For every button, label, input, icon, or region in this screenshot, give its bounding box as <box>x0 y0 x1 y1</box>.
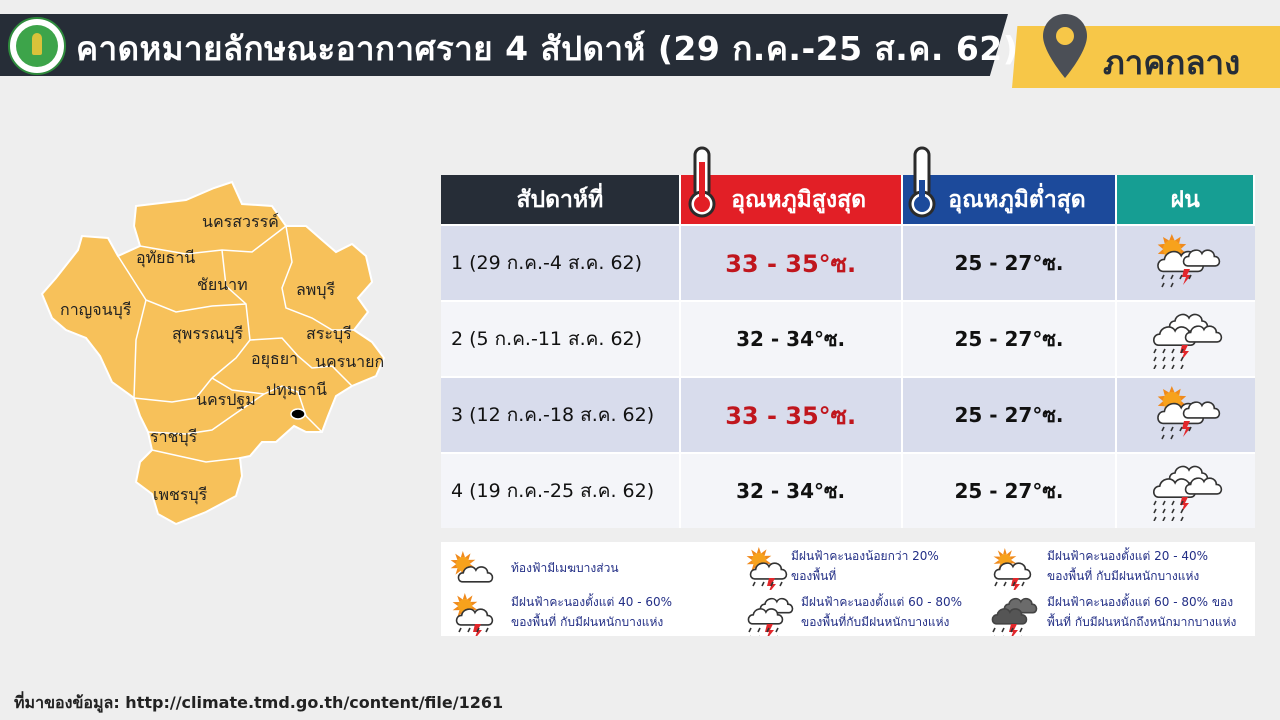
legend-line: มีฝนฟ้าคะนองน้อยกว่า 20% <box>791 549 939 563</box>
thunderstorm-20-40-icon <box>1146 381 1226 450</box>
legend-line: มีฝนฟ้าคะนองตั้งแต่ 20 - 40% <box>1047 549 1209 563</box>
legend-text-2: มีฝนฟ้าคะนองน้อยกว่า 20% ของพื้นที่ <box>791 546 939 586</box>
thunderstorm-40-60-icon <box>451 592 501 640</box>
thunderstorm-60-80-icon <box>1146 305 1226 374</box>
table-row: 2 (5 ก.ค.-11 ส.ค. 62) 32 - 34°ซ. 25 - 27… <box>441 300 1255 376</box>
thunderstorm-60-80-icon <box>745 592 795 641</box>
header-max-temp: อุณหภูมิสูงสุด <box>680 175 903 224</box>
province-chai-nat: ชัยนาท <box>197 275 248 294</box>
forecast-table: สัปดาห์ที่ อุณหภูมิสูงสุด อุณหภูมิต่ำสุด… <box>441 175 1255 528</box>
max-temp-cell: 33 - 35°ซ. <box>680 376 903 452</box>
tmd-logo <box>8 17 66 75</box>
header-bar <box>0 14 1008 76</box>
province-phetchaburi: เพชรบุรี <box>153 485 208 504</box>
min-temp-cell: 25 - 27°ซ. <box>902 452 1118 528</box>
legend-line: พื้นที่ กับมีฝนหนักถึงหนักมากบางแห่ง <box>1047 615 1237 629</box>
legend-line: ของพื้นที่กับมีฝนหนักบางแห่ง <box>801 615 950 629</box>
header-max-temp-label: อุณหภูมิสูงสุด <box>731 186 867 213</box>
thermometer-cold-icon <box>908 146 936 218</box>
legend-line: ของพื้นที่ <box>791 569 837 583</box>
thunderstorm-60-80-heavy-icon <box>989 592 1039 641</box>
week-cell: 2 (5 ก.ค.-11 ส.ค. 62) <box>441 300 681 376</box>
week-cell: 3 (12 ก.ค.-18 ส.ค. 62) <box>441 376 681 452</box>
rain-cell <box>1117 452 1255 528</box>
rain-cell <box>1117 376 1255 452</box>
week-cell: 1 (29 ก.ค.-4 ส.ค. 62) <box>441 224 681 300</box>
legend-text-3: มีฝนฟ้าคะนองตั้งแต่ 20 - 40% ของพื้นที่ ก… <box>1047 546 1208 586</box>
province-ayutthaya: อยุธยา <box>251 349 299 368</box>
province-nakhon-sawan: นครสวรรค์ <box>202 212 279 231</box>
province-nakhon-nayok: นครนายก <box>315 352 385 371</box>
table-row: 4 (19 ก.ค.-25 ส.ค. 62) 32 - 34°ซ. 25 - 2… <box>441 452 1255 528</box>
legend-panel: ท้องฟ้ามีเมฆบางส่วน มีฝนฟ้าคะนองน้อยกว่า… <box>441 542 1255 641</box>
header-week: สัปดาห์ที่ <box>441 175 681 224</box>
legend-line: มีฝนฟ้าคะนองตั้งแต่ 60 - 80% ของ <box>1047 595 1234 609</box>
header-rain: ฝน <box>1117 175 1255 224</box>
max-temp-cell: 32 - 34°ซ. <box>680 452 903 528</box>
province-saraburi: สระบุรี <box>306 324 352 343</box>
min-temp-cell: 25 - 27°ซ. <box>902 224 1118 300</box>
location-pin-icon <box>1043 14 1087 78</box>
partly-cloudy-icon <box>447 548 497 596</box>
legend-line: มีฝนฟ้าคะนองตั้งแต่ 60 - 80% <box>801 595 963 609</box>
province-lopburi: ลพบุรี <box>296 280 336 299</box>
max-temp-cell: 32 - 34°ซ. <box>680 300 903 376</box>
central-region-map <box>40 180 386 526</box>
thermometer-hot-icon <box>688 146 716 218</box>
week-cell: 4 (19 ก.ค.-25 ส.ค. 62) <box>441 452 681 528</box>
legend-line: ท้องฟ้ามีเมฆบางส่วน <box>511 561 619 575</box>
table-row: 1 (29 ก.ค.-4 ส.ค. 62) 33 - 35°ซ. 25 - 27… <box>441 224 1255 300</box>
region-label: ภาคกลาง <box>1103 43 1241 82</box>
header-min-temp-label: อุณหภูมิต่ำสุด <box>948 186 1086 213</box>
province-kanchanaburi: กาญจนบุรี <box>60 300 132 319</box>
province-pathum-thani: ปทุมธานี <box>266 380 327 399</box>
data-source: ที่มาของข้อมูล: http://climate.tmd.go.th… <box>14 693 504 712</box>
thunderstorm-20-40-icon <box>1146 229 1226 298</box>
legend-line: ของพื้นที่ กับมีฝนหนักบางแห่ง <box>1047 569 1200 583</box>
province-ratchaburi: ราชบุรี <box>150 427 198 446</box>
province-suphanburi: สุพรรณบุรี <box>172 324 244 343</box>
page-title: คาดหมายลักษณะอากาศราย 4 สัปดาห์ (29 ก.ค.… <box>76 29 1019 68</box>
header-min-temp: อุณหภูมิต่ำสุด <box>902 175 1118 224</box>
legend-text-5: มีฝนฟ้าคะนองตั้งแต่ 60 - 80% ของพื้นที่กั… <box>801 592 962 632</box>
legend-text-4: มีฝนฟ้าคะนองตั้งแต่ 40 - 60% ของพื้นที่ ก… <box>511 592 672 632</box>
thunderstorm-lt20-icon <box>745 546 795 594</box>
thunderstorm-60-80-icon <box>1146 457 1226 526</box>
province-uthai-thani: อุทัยธานี <box>136 248 196 267</box>
legend-line: ของพื้นที่ กับมีฝนหนักบางแห่ง <box>511 615 664 629</box>
table-header-row: สัปดาห์ที่ อุณหภูมิสูงสุด อุณหภูมิต่ำสุด… <box>441 175 1255 224</box>
legend-text-1: ท้องฟ้ามีเมฆบางส่วน <box>511 558 619 578</box>
thunderstorm-20-40-icon <box>989 546 1039 594</box>
legend-line: มีฝนฟ้าคะนองตั้งแต่ 40 - 60% <box>511 595 673 609</box>
max-temp-cell: 33 - 35°ซ. <box>680 224 903 300</box>
rain-cell <box>1117 300 1255 376</box>
rain-cell <box>1117 224 1255 300</box>
min-temp-cell: 25 - 27°ซ. <box>902 376 1118 452</box>
province-nakhon-pathom: นครปฐม <box>196 390 256 409</box>
table-row: 3 (12 ก.ค.-18 ส.ค. 62) 33 - 35°ซ. 25 - 2… <box>441 376 1255 452</box>
min-temp-cell: 25 - 27°ซ. <box>902 300 1118 376</box>
legend-text-6: มีฝนฟ้าคะนองตั้งแต่ 60 - 80% ของพื้นที่ … <box>1047 592 1236 632</box>
